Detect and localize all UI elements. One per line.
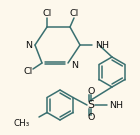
Text: N: N: [71, 60, 78, 70]
Text: Cl: Cl: [69, 9, 79, 18]
Text: O: O: [87, 87, 95, 97]
Text: Cl: Cl: [23, 68, 33, 77]
Text: O: O: [87, 114, 95, 122]
Text: NH: NH: [109, 100, 123, 109]
Text: S: S: [88, 100, 94, 110]
Text: N: N: [25, 40, 32, 50]
Text: CH₃: CH₃: [14, 119, 30, 127]
Text: Cl: Cl: [42, 9, 52, 18]
Text: NH: NH: [95, 40, 109, 50]
